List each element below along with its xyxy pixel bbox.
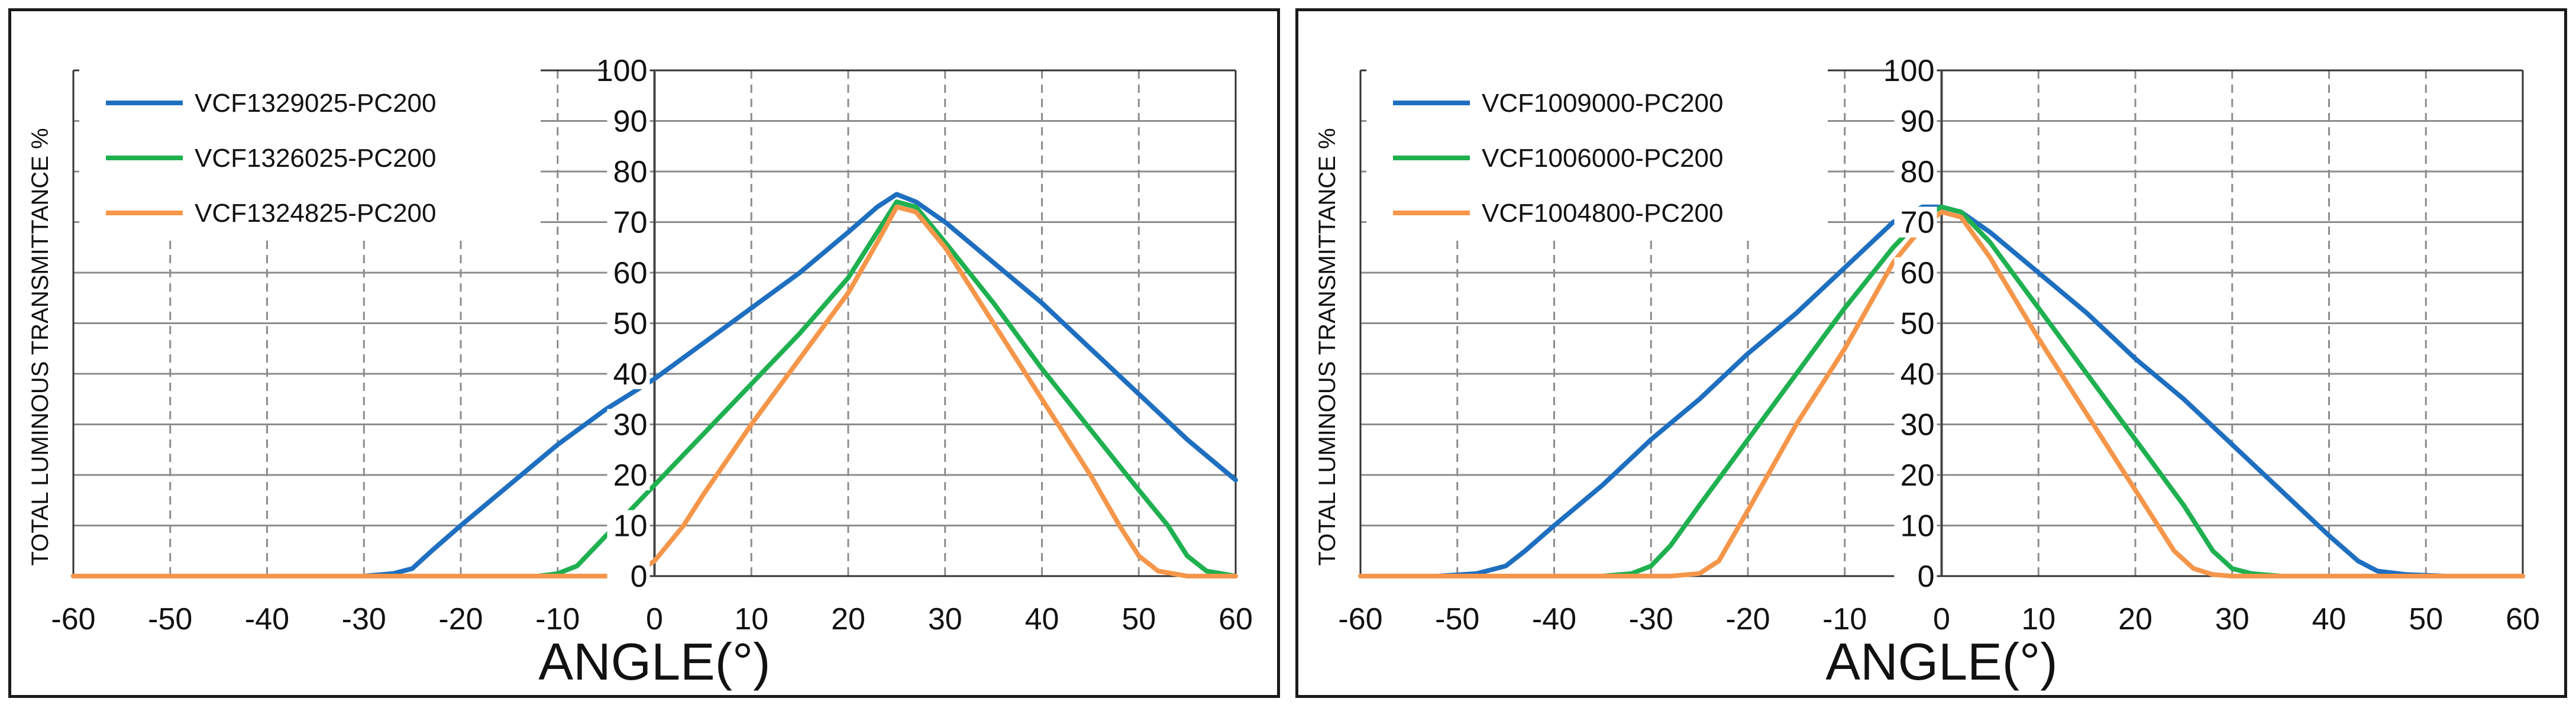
y-tick-bg (1894, 105, 1937, 137)
series-line-2 (71, 199, 1238, 578)
x-tick-label: -30 (1629, 602, 1673, 636)
series-line-3 (1358, 209, 2525, 578)
y-tick-label: 100 (1883, 54, 1935, 88)
x-tick-label: -40 (1532, 602, 1576, 636)
x-tick-labels: -60 -50 -40 -30 -20 -10 0 10 20 30 40 50 60 (1338, 602, 2540, 636)
y-tick-label: 20 (613, 458, 648, 493)
y-tick-label: 10 (613, 509, 648, 544)
x-tick-label: 20 (831, 602, 865, 636)
y-tick-bg (1894, 156, 1937, 187)
y-tick-label: 30 (1901, 408, 1935, 442)
y-tick-label: 90 (1901, 105, 1935, 139)
x-tick-label: -50 (148, 602, 192, 636)
chart-panel-right: 0 10 20 30 40 50 60 70 80 90 100 -60 -50 -40 -30 -20 -10… (1295, 8, 2567, 698)
legend-label-2: VCF1006000-PC200 (1482, 144, 1723, 173)
y-tick-bg (607, 206, 650, 238)
x-tick-label: 30 (928, 602, 962, 636)
x-tick-label: 10 (2021, 602, 2055, 636)
y-tick-bg (1894, 257, 1937, 288)
x-tick-label: 0 (1933, 602, 1950, 636)
y-tick-label: 50 (613, 307, 648, 341)
x-tick-label: 60 (2506, 602, 2540, 636)
y-tick-bg (607, 257, 650, 288)
y-tick-label: 0 (631, 560, 648, 594)
y-tick-bg (1894, 561, 1937, 591)
x-tick-label: -20 (438, 602, 483, 636)
y-tick-bg (1894, 55, 1937, 86)
x-axis-title: ANGLE(°) (1825, 632, 2057, 691)
y-tick-label: 60 (1901, 256, 1935, 290)
y-tick-bg (1894, 206, 1937, 238)
x-tick-label: 60 (1218, 602, 1253, 636)
series-line-2 (1358, 204, 2525, 578)
x-axis-title: ANGLE(°) (538, 632, 770, 691)
y-tick-bg (607, 460, 650, 490)
y-tick-label: 40 (613, 357, 648, 392)
x-tick-label: -10 (535, 602, 580, 636)
x-tick-labels: -60 -50 -40 -30 -20 -10 0 10 20 30 40 50 60 (51, 602, 1253, 636)
x-tick-label: -30 (342, 602, 386, 636)
y-tick-label: 90 (613, 105, 648, 139)
legend-label-3: VCF1324825-PC200 (195, 199, 436, 228)
y-tick-label: 30 (613, 408, 648, 442)
chart-panel-left: 0 10 20 30 40 50 60 70 80 90 100 -60 -50 -40 -30 -20 -10… (8, 8, 1280, 698)
y-tick-label: 80 (613, 155, 648, 189)
legend-label-1: VCF1329025-PC200 (195, 89, 436, 118)
legend-background (79, 64, 541, 236)
x-tick-label: 20 (2118, 602, 2152, 636)
y-tick-label: 100 (596, 54, 648, 88)
y-tick-bg (607, 409, 650, 440)
y-axis-title: TOTAL LUMINOUS TRANSMITTANCE % (27, 128, 53, 565)
series-group (1358, 204, 2525, 578)
legend-label-2: VCF1326025-PC200 (195, 144, 436, 173)
x-tick-label: -10 (1822, 602, 1867, 636)
y-tick-bg (607, 358, 650, 389)
y-tick-label: 10 (1901, 509, 1935, 544)
y-tick-label: 50 (1901, 307, 1935, 341)
series-line-3 (71, 204, 1238, 578)
y-tick-label: 20 (1901, 458, 1935, 493)
y-tick-bg (1894, 358, 1937, 389)
y-tick-labels: 0 10 20 30 40 50 60 70 80 90 100 (1883, 54, 1937, 594)
series-line-1 (71, 192, 1238, 578)
x-tick-label: 30 (2215, 602, 2249, 636)
y-tick-bg (607, 510, 650, 541)
y-tick-bg (1894, 409, 1937, 440)
y-tick-label: 70 (613, 206, 648, 240)
x-tick-label: -20 (1725, 602, 1770, 636)
series-group (71, 192, 1238, 578)
y-tick-bg (607, 308, 650, 339)
y-tick-bg (607, 105, 650, 137)
y-axis-title: TOTAL LUMINOUS TRANSMITTANCE % (1314, 128, 1340, 565)
x-tick-label: 40 (1025, 602, 1059, 636)
y-tick-label: 40 (1901, 357, 1935, 392)
y-tick-label: 80 (1901, 155, 1935, 189)
x-tick-label: 40 (2312, 602, 2346, 636)
x-tick-label: 50 (2409, 602, 2443, 636)
y-tick-label: 0 (1918, 560, 1935, 594)
x-tick-label: -40 (245, 602, 289, 636)
y-tick-bg (607, 55, 650, 86)
x-tick-label: -50 (1435, 602, 1479, 636)
legend: VCF1009000-PC200 VCF1006000-PC200 VCF10048… (1366, 64, 1828, 236)
x-tick-label: -60 (1338, 602, 1382, 636)
y-tick-bg (1894, 460, 1937, 490)
x-tick-label: -60 (51, 602, 95, 636)
legend-background (1366, 64, 1828, 236)
y-tick-label: 70 (1901, 206, 1935, 240)
y-tick-bg (1894, 510, 1937, 541)
y-tick-bg (1894, 308, 1937, 339)
legend-label-3: VCF1004800-PC200 (1482, 199, 1723, 228)
y-tick-label: 60 (613, 256, 648, 290)
x-tick-label: 10 (734, 602, 768, 636)
y-tick-bg (607, 156, 650, 187)
x-tick-label: 50 (1121, 602, 1156, 636)
y-tick-labels: 0 10 20 30 40 50 60 70 80 90 100 (596, 54, 650, 594)
legend-label-1: VCF1009000-PC200 (1482, 89, 1723, 118)
legend: VCF1329025-PC200 VCF1326025-PC200 VCF13248… (79, 64, 541, 236)
y-tick-bg (607, 561, 650, 591)
x-tick-label: 0 (646, 602, 663, 636)
